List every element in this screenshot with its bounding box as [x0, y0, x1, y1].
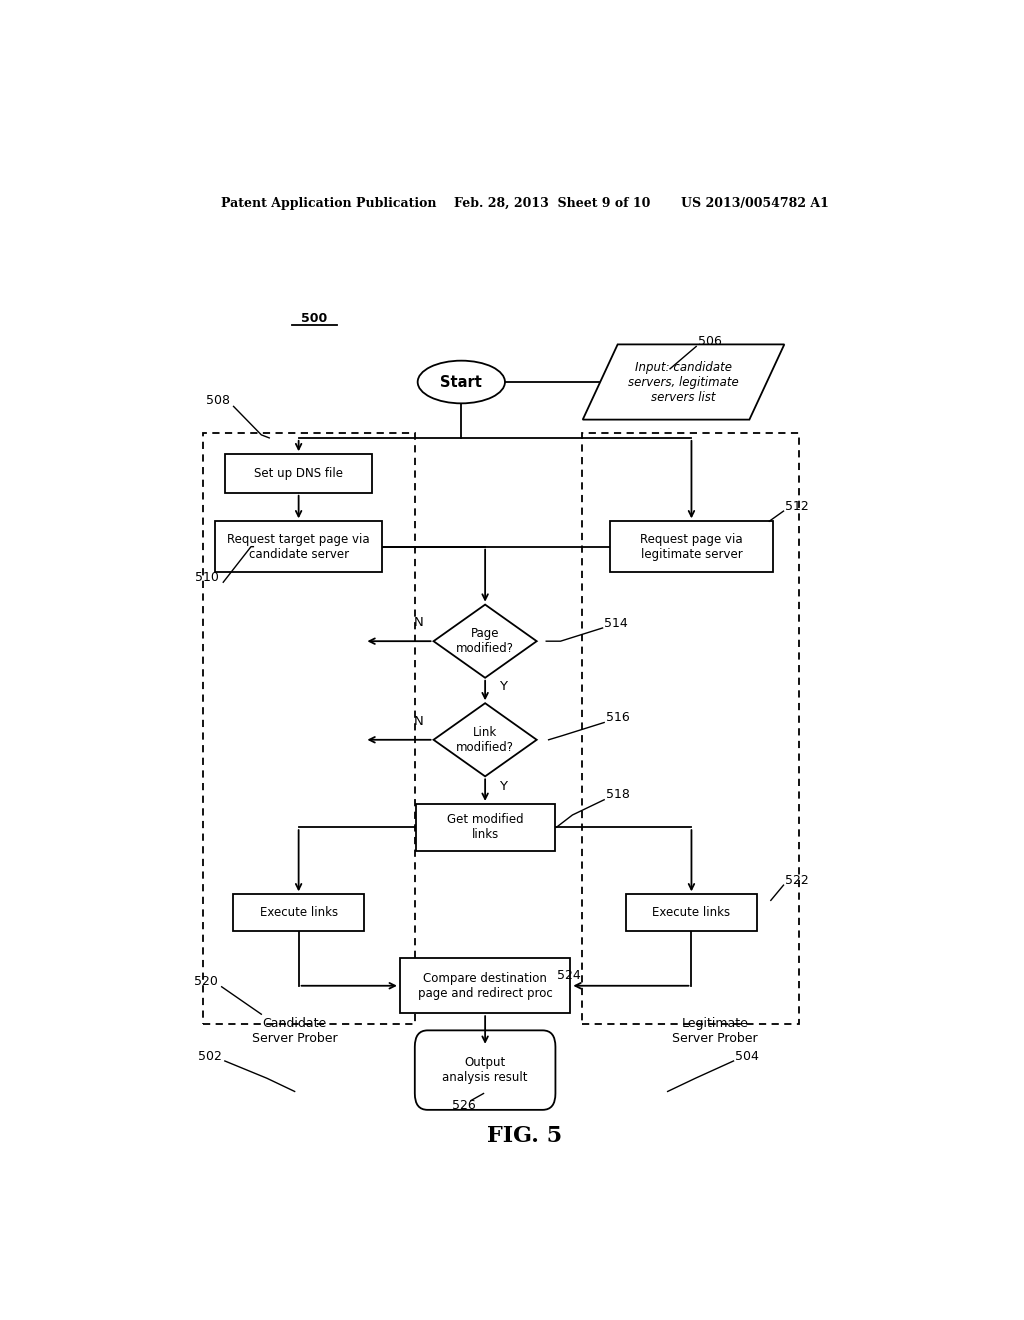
Text: Legitimate
Server Prober: Legitimate Server Prober: [673, 1018, 758, 1045]
FancyBboxPatch shape: [416, 804, 555, 850]
Text: Output
analysis result: Output analysis result: [442, 1056, 527, 1084]
Polygon shape: [433, 605, 537, 677]
Text: 502: 502: [198, 1051, 221, 1064]
Text: 506: 506: [697, 335, 722, 348]
Text: Input: candidate
servers, legitimate
servers list: Input: candidate servers, legitimate ser…: [628, 360, 739, 404]
Text: N: N: [414, 616, 424, 628]
Text: Request page via
legitimate server: Request page via legitimate server: [640, 533, 742, 561]
Text: Execute links: Execute links: [259, 906, 338, 919]
FancyBboxPatch shape: [415, 1031, 555, 1110]
Text: 522: 522: [785, 874, 809, 887]
FancyBboxPatch shape: [204, 433, 416, 1024]
FancyBboxPatch shape: [215, 521, 382, 572]
Text: 526: 526: [452, 1100, 475, 1113]
Text: Candidate
Server Prober: Candidate Server Prober: [252, 1018, 338, 1045]
Text: 520: 520: [194, 975, 218, 989]
Text: 510: 510: [196, 570, 219, 583]
Text: 514: 514: [604, 618, 628, 631]
Text: FIG. 5: FIG. 5: [487, 1125, 562, 1147]
Text: N: N: [414, 714, 424, 727]
Text: 512: 512: [785, 499, 809, 512]
Polygon shape: [583, 345, 784, 420]
Polygon shape: [433, 704, 537, 776]
Text: Y: Y: [500, 780, 508, 793]
FancyBboxPatch shape: [233, 894, 365, 931]
Text: Get modified
links: Get modified links: [446, 813, 523, 841]
Text: Request target page via
candidate server: Request target page via candidate server: [227, 533, 370, 561]
Text: 518: 518: [606, 788, 630, 801]
Text: Execute links: Execute links: [652, 906, 730, 919]
Text: 516: 516: [606, 711, 630, 723]
FancyBboxPatch shape: [225, 454, 372, 492]
Text: Link
modified?: Link modified?: [456, 726, 514, 754]
Text: Compare destination
page and redirect proc: Compare destination page and redirect pr…: [418, 972, 553, 999]
Text: 504: 504: [735, 1051, 759, 1064]
Text: 500: 500: [301, 312, 327, 325]
FancyBboxPatch shape: [626, 894, 757, 931]
FancyBboxPatch shape: [399, 958, 570, 1014]
Text: Start: Start: [440, 375, 482, 389]
Text: 508: 508: [206, 393, 229, 407]
Text: Y: Y: [500, 681, 508, 693]
Ellipse shape: [418, 360, 505, 404]
FancyBboxPatch shape: [582, 433, 799, 1024]
Text: Patent Application Publication    Feb. 28, 2013  Sheet 9 of 10       US 2013/005: Patent Application Publication Feb. 28, …: [221, 197, 828, 210]
FancyBboxPatch shape: [610, 521, 773, 572]
Text: Set up DNS file: Set up DNS file: [254, 467, 343, 480]
Text: 524: 524: [557, 969, 581, 982]
Text: Page
modified?: Page modified?: [456, 627, 514, 655]
